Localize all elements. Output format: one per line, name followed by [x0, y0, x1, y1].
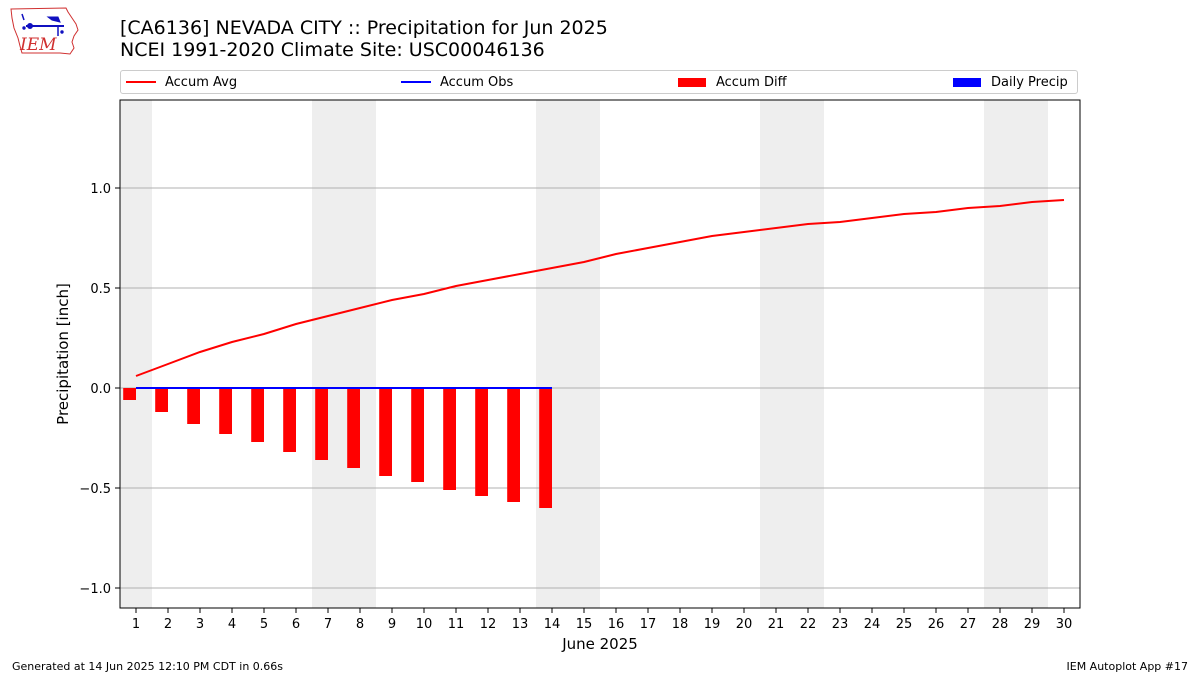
x-tick-label: 26 — [928, 617, 945, 632]
x-tick-label: 1 — [132, 617, 140, 632]
x-tick-label: 24 — [864, 617, 881, 632]
legend-label-accum-diff: Accum Diff — [716, 74, 787, 90]
legend-label-daily-precip: Daily Precip — [991, 74, 1068, 90]
legend-item-accum-avg: Accum Avg — [126, 71, 237, 93]
plot-area-frame — [119, 99, 1081, 609]
x-tick-label: 14 — [544, 617, 561, 632]
bar-accum-diff-day-4 — [219, 388, 232, 434]
bar-accum-diff-day-14 — [539, 388, 552, 508]
iem-logo: IEM — [10, 7, 79, 55]
y-tick-label: −1.0 — [79, 582, 111, 597]
weekend-shade-3 — [536, 100, 600, 608]
legend-label-accum-obs: Accum Obs — [440, 74, 514, 90]
logo-text: IEM — [19, 35, 57, 55]
x-tick-label: 8 — [356, 617, 364, 632]
x-tick-label: 16 — [608, 617, 625, 632]
legend-swatch-daily-precip — [953, 77, 981, 87]
x-tick-label: 21 — [768, 617, 785, 632]
line-accum-avg — [135, 199, 1065, 377]
y-axis-label: Precipitation [inch] — [54, 283, 72, 425]
x-tick-label: 2 — [164, 617, 172, 632]
bar-accum-diff-day-7 — [315, 388, 328, 460]
x-tick-label: 30 — [1056, 617, 1073, 632]
weekend-shade-4 — [760, 100, 824, 608]
legend-item-daily-precip: Daily Precip — [953, 71, 1068, 93]
legend-swatch-accum-diff — [678, 77, 706, 87]
weekend-shade-2 — [312, 100, 376, 608]
iowa-outline-icon — [10, 7, 79, 55]
y-tick-label: −0.5 — [79, 482, 111, 497]
legend-swatch-accum-obs — [401, 81, 431, 83]
legend-item-accum-obs: Accum Obs — [401, 71, 513, 93]
chart-title: [CA6136] NEVADA CITY :: Precipitation fo… — [120, 17, 608, 39]
x-tick-label: 13 — [512, 617, 529, 632]
bar-accum-diff-day-5 — [251, 388, 264, 442]
bar-accum-diff-day-8 — [347, 388, 360, 468]
x-axis-label: June 2025 — [561, 635, 638, 653]
x-tick-label: 22 — [800, 617, 817, 632]
x-tick-label: 23 — [832, 617, 849, 632]
y-tick-label: 0.5 — [90, 282, 111, 297]
legend-label-accum-avg: Accum Avg — [165, 74, 238, 90]
weekend-shade-5 — [984, 100, 1048, 608]
bar-accum-diff-day-1 — [123, 388, 136, 400]
bar-accum-diff-day-12 — [475, 388, 488, 496]
x-tick-label: 29 — [1024, 617, 1041, 632]
x-tick-label: 5 — [260, 617, 268, 632]
x-tick-label: 20 — [736, 617, 753, 632]
x-tick-label: 9 — [388, 617, 396, 632]
x-tick-label: 7 — [324, 617, 332, 632]
y-tick-label: 1.0 — [90, 182, 111, 197]
bar-accum-diff-day-10 — [411, 388, 424, 482]
bar-accum-diff-day-3 — [187, 388, 200, 424]
footer-generated: Generated at 14 Jun 2025 12:10 PM CDT in… — [12, 660, 284, 673]
weather-station-icon — [21, 13, 64, 36]
x-tick-label: 15 — [576, 617, 593, 632]
x-tick-label: 25 — [896, 617, 913, 632]
bar-accum-diff-day-6 — [283, 388, 296, 452]
weekend-shade-1 — [120, 100, 152, 608]
x-tick-label: 4 — [228, 617, 236, 632]
bar-accum-diff-day-2 — [155, 388, 168, 412]
x-tick-label: 11 — [448, 617, 465, 632]
y-tick-label: 0.0 — [90, 382, 111, 397]
legend-item-accum-diff: Accum Diff — [678, 71, 787, 93]
x-tick-label: 3 — [196, 617, 204, 632]
x-tick-label: 28 — [992, 617, 1009, 632]
chart-legend: Accum Avg Accum Obs Accum Diff Daily Pre… — [120, 70, 1078, 94]
bar-accum-diff-day-11 — [443, 388, 456, 490]
bar-accum-diff-day-9 — [379, 388, 392, 476]
x-tick-label: 27 — [960, 617, 977, 632]
legend-swatch-accum-avg — [126, 81, 156, 83]
chart-subtitle: NCEI 1991-2020 Climate Site: USC00046136 — [120, 39, 545, 61]
x-tick-label: 12 — [480, 617, 497, 632]
x-tick-label: 18 — [672, 617, 689, 632]
x-tick-label: 19 — [704, 617, 721, 632]
x-tick-label: 10 — [416, 617, 433, 632]
x-tick-label: 17 — [640, 617, 657, 632]
bar-accum-diff-day-13 — [507, 388, 520, 502]
x-tick-label: 6 — [292, 617, 300, 632]
footer-app: IEM Autoplot App #17 — [1066, 660, 1189, 673]
